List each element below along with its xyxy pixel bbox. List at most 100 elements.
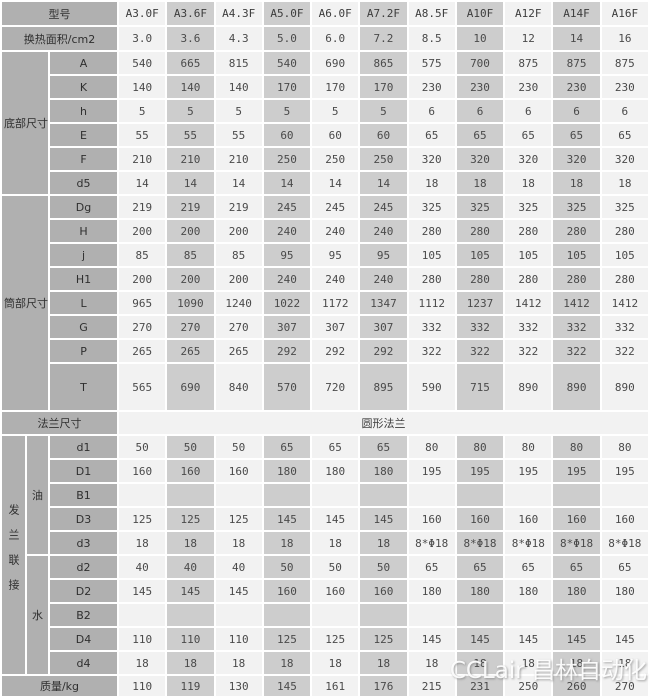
table-row: E 55 55 55 60 60 60 65 65 65 65 65 <box>1 122 650 148</box>
data-cell: 180 <box>358 458 409 484</box>
data-cell: 265 <box>213 338 264 364</box>
data-cell: 140 <box>117 74 168 100</box>
data-cell: 65 <box>503 122 554 148</box>
table-row: B2 <box>1 602 650 628</box>
data-cell: 145 <box>117 578 168 604</box>
data-cell: 325 <box>551 194 602 220</box>
data-cell: 875 <box>551 50 602 76</box>
column-header-cell: A6.0F <box>310 0 361 27</box>
data-cell <box>213 482 264 508</box>
data-cell: 170 <box>358 74 409 100</box>
data-cell: 260 <box>551 674 602 696</box>
table-row: H1 200 200 200 240 240 240 280 280 280 280 280 <box>1 266 650 292</box>
data-cell: 18 <box>503 650 554 676</box>
data-cell: 5.0 <box>261 25 313 52</box>
data-cell <box>599 602 650 628</box>
data-cell: 18 <box>503 170 554 196</box>
data-cell: 690 <box>165 362 216 412</box>
data-cell: 875 <box>503 50 554 76</box>
data-cell: 325 <box>599 194 650 220</box>
data-cell: 18 <box>599 650 650 676</box>
row-label: 型号 <box>0 0 120 27</box>
data-cell: 5 <box>261 98 313 124</box>
table-row: 质量/kg 110 119 130 145 161 176 215 231 250 260 270 <box>0 674 650 696</box>
row-group-label: 底部尺寸 <box>0 50 50 196</box>
data-cell: 332 <box>599 314 650 340</box>
data-cell: 145 <box>358 506 409 532</box>
data-cell: 95 <box>358 242 409 268</box>
data-cell: 280 <box>503 266 554 292</box>
data-cell: 160 <box>551 506 602 532</box>
data-cell: 80 <box>503 434 554 460</box>
data-cell: 8*Φ18 <box>551 530 602 556</box>
data-cell: 65 <box>454 554 506 580</box>
data-cell: 280 <box>551 218 602 244</box>
data-cell: 160 <box>261 578 313 604</box>
data-cell: 65 <box>261 434 313 460</box>
data-cell: 5 <box>358 98 409 124</box>
data-cell: 55 <box>165 122 216 148</box>
data-cell: 6.0 <box>310 25 361 52</box>
table-row: F 210 210 210 250 250 250 320 320 320 320 320 <box>1 146 650 172</box>
data-cell: 280 <box>599 266 650 292</box>
column-header-cell: A14F <box>551 0 602 27</box>
header-row: 型号 A3.0F A3.6F A4.3F A5.0F A6.0F A7.2F A8.5F A10… <box>0 0 650 27</box>
data-cell: 307 <box>310 314 361 340</box>
data-cell: 540 <box>261 50 313 76</box>
data-cell <box>406 602 457 628</box>
data-cell: 161 <box>310 674 361 696</box>
data-cell: 270 <box>213 314 264 340</box>
data-cell: 55 <box>117 122 168 148</box>
table-row: 法兰尺寸 圆形法兰 <box>0 410 650 436</box>
data-cell <box>117 602 168 628</box>
data-cell: 325 <box>454 194 506 220</box>
data-cell <box>454 602 506 628</box>
data-cell: 280 <box>454 266 506 292</box>
data-cell: 7.2 <box>358 25 409 52</box>
row-sublabel: d3 <box>47 530 120 556</box>
table-row: T 565 690 840 570 720 895 590 715 890 890 890 <box>1 362 650 412</box>
data-cell: 105 <box>599 242 650 268</box>
data-cell: 105 <box>551 242 602 268</box>
data-cell: 865 <box>358 50 409 76</box>
data-cell: 145 <box>454 626 506 652</box>
data-cell: 875 <box>599 50 650 76</box>
data-cell: 125 <box>358 626 409 652</box>
data-cell <box>551 482 602 508</box>
data-cell: 219 <box>213 194 264 220</box>
data-cell: 1412 <box>503 290 554 316</box>
data-cell: 6 <box>454 98 506 124</box>
data-cell: 240 <box>261 266 313 292</box>
data-cell <box>454 482 506 508</box>
data-cell: 292 <box>261 338 313 364</box>
data-cell: 14 <box>213 170 264 196</box>
data-cell: 200 <box>213 218 264 244</box>
data-cell: 16 <box>599 25 650 52</box>
data-cell: 200 <box>165 218 216 244</box>
data-cell: 320 <box>599 146 650 172</box>
row-sublabel: d1 <box>47 434 120 460</box>
table-row: D3 125 125 125 145 145 145 160 160 160 160 160 <box>1 506 650 532</box>
data-cell: 210 <box>117 146 168 172</box>
data-cell: 219 <box>165 194 216 220</box>
data-cell: 322 <box>454 338 506 364</box>
data-cell: 590 <box>406 362 457 412</box>
row-label: 质量/kg <box>0 674 120 696</box>
data-cell: 160 <box>213 458 264 484</box>
data-cell: 140 <box>213 74 264 100</box>
data-cell: 280 <box>503 218 554 244</box>
row-sublabel: G <box>47 314 120 340</box>
data-cell: 270 <box>599 674 650 696</box>
data-cell: 50 <box>165 434 216 460</box>
data-cell: 85 <box>117 242 168 268</box>
data-cell: 160 <box>503 506 554 532</box>
data-cell: 80 <box>599 434 650 460</box>
data-cell: 200 <box>117 266 168 292</box>
data-cell: 3.0 <box>117 25 168 52</box>
data-cell: 307 <box>358 314 409 340</box>
data-cell: 12 <box>503 25 554 52</box>
row-sublabel: d5 <box>47 170 120 196</box>
table-row: B1 <box>1 482 650 508</box>
data-cell: 14 <box>358 170 409 196</box>
data-cell: 1112 <box>406 290 457 316</box>
